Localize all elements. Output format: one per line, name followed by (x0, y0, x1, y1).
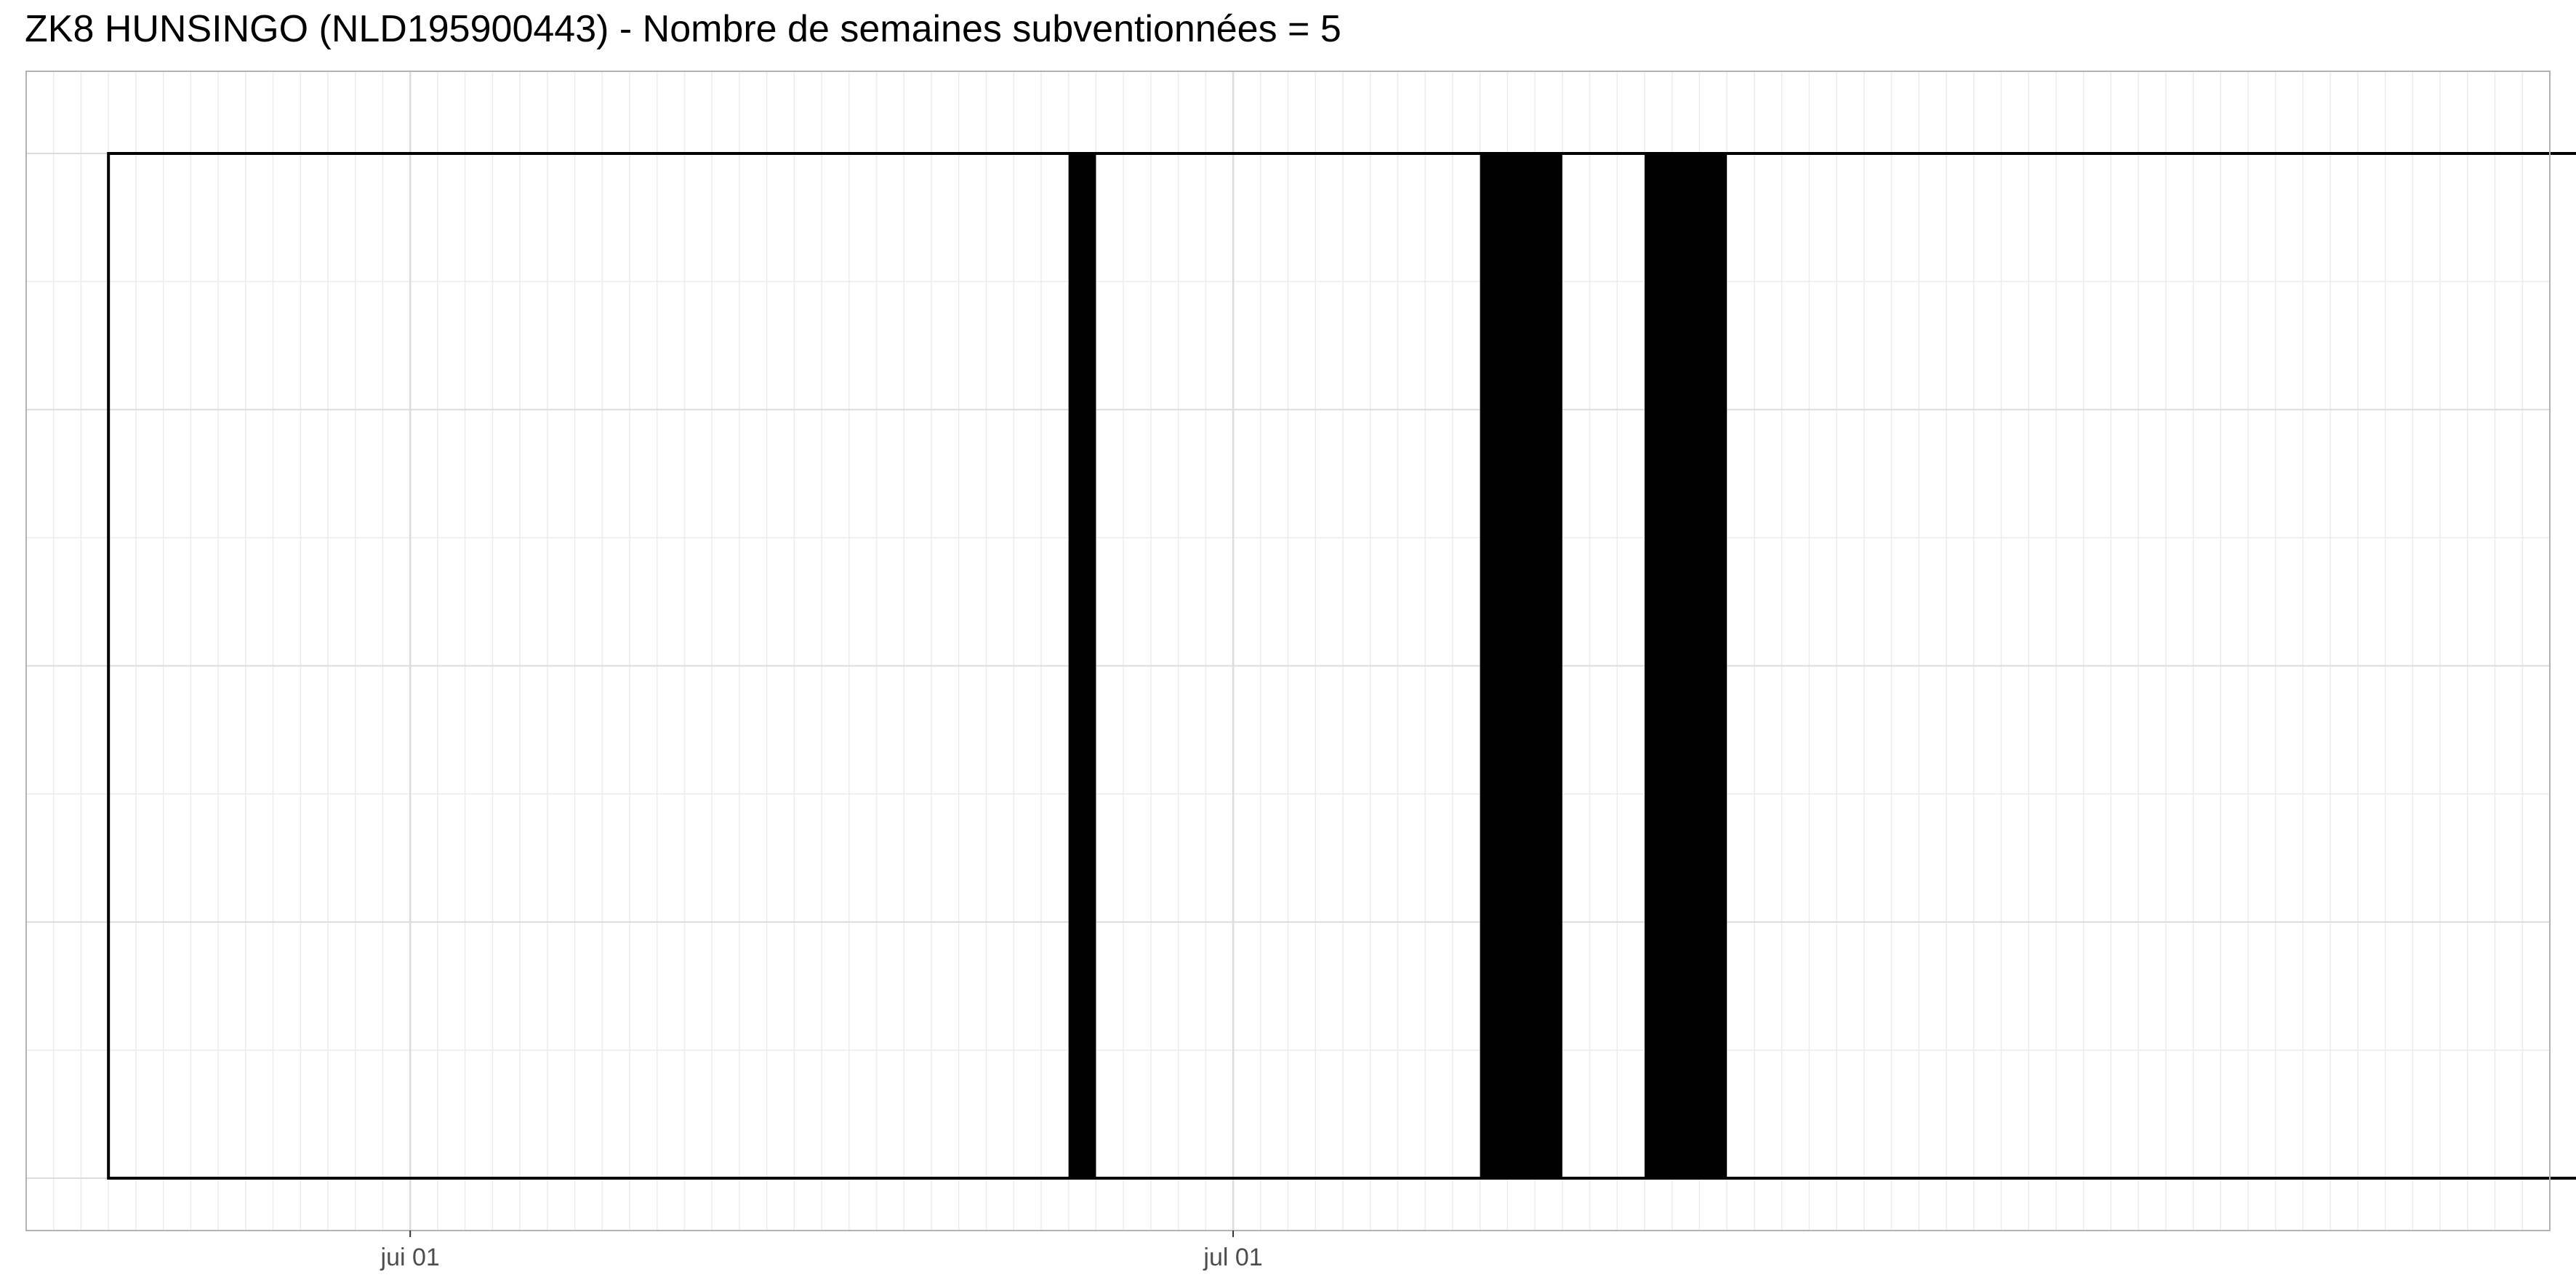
bars-layer (1068, 153, 1728, 1178)
subsidized-period-bar (1480, 153, 1562, 1178)
x-axis: jui 01 jul 01 (380, 1231, 1263, 1271)
panel-border (25, 71, 2551, 1231)
x-tick-label: jui 01 (380, 1244, 440, 1271)
subsidized-period-bar (1068, 153, 1096, 1178)
timeline-span-outline (107, 152, 2576, 1180)
x-tick-label: jul 01 (1203, 1244, 1262, 1271)
chart-title: ZK8 HUNSINGO (NLD195900443) - Nombre de … (25, 8, 1341, 50)
subsidized-period-bar (1644, 153, 1728, 1178)
grid-layer (25, 71, 2551, 1231)
